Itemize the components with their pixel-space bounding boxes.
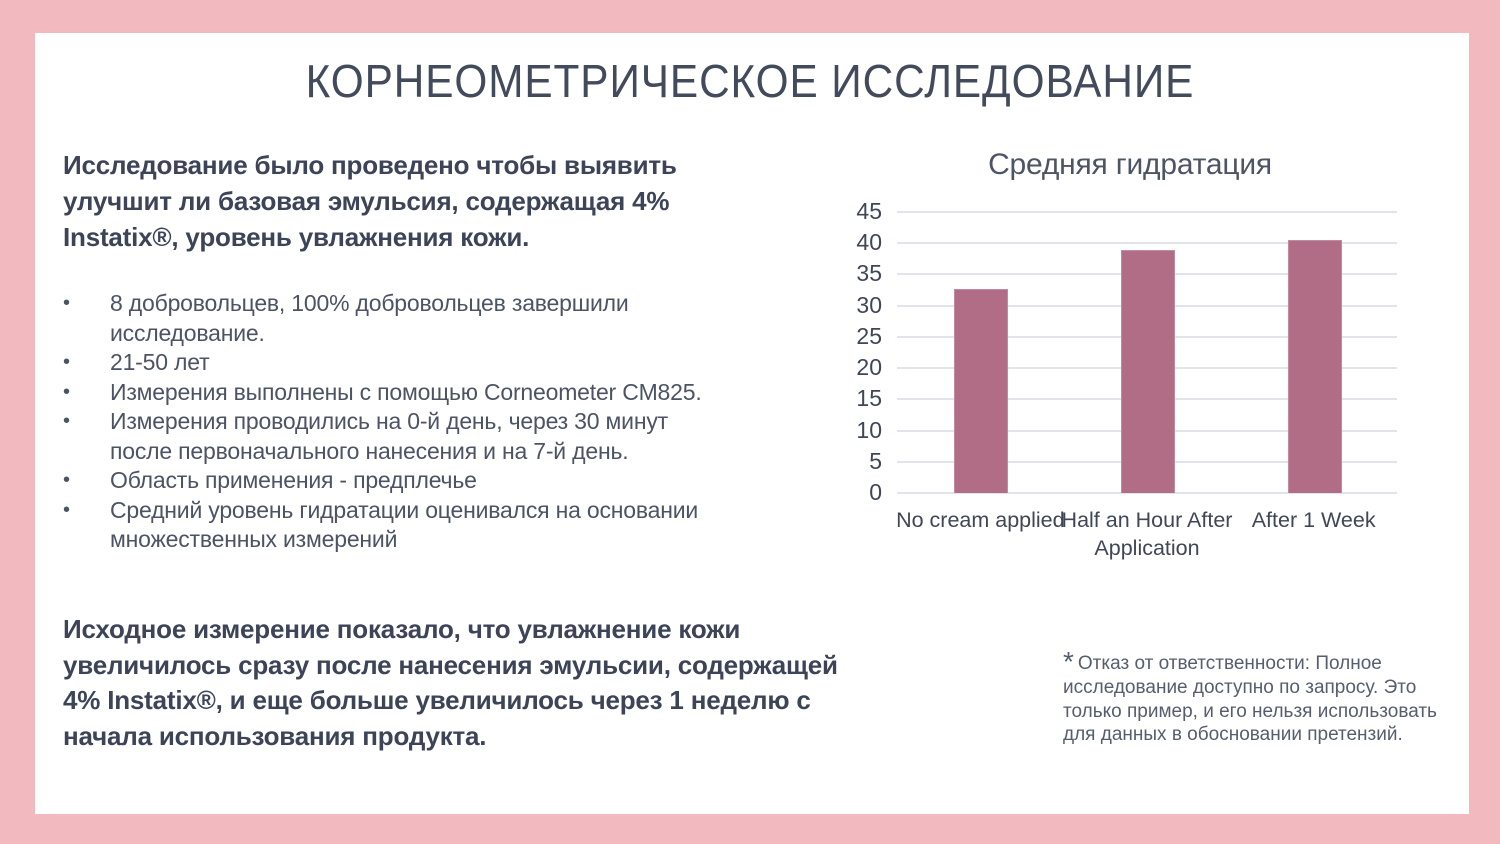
list-item: • 21-50 лет — [63, 348, 723, 378]
gridline — [897, 242, 1397, 245]
y-axis-tick-label: 20 — [856, 354, 882, 381]
x-axis-label: No cream applied — [896, 508, 1065, 532]
list-item: • Измерения проводились на 0-й день, чер… — [63, 407, 723, 466]
disclaimer-text: Отказ от ответственности: Полное исследо… — [1063, 653, 1437, 745]
chart-plot: 0 5 10 15 20 25 30 35 40 45 — [856, 198, 1397, 505]
y-axis-tick-label: 25 — [856, 322, 882, 349]
bullet-icon: • — [63, 351, 70, 373]
bullet-icon: • — [63, 380, 70, 403]
bullet-icon: • — [63, 498, 70, 521]
slide-background-panel — [35, 33, 1469, 814]
hydration-bar-chart: Средняя гидратация 0 5 10 15 20 25 30 35 40 45 No… — [856, 140, 1400, 580]
bullet-text: Измерения выполнены с помощью Corneomete… — [110, 378, 702, 405]
list-item: • Область применения - предплечье — [63, 466, 723, 496]
list-item: • 8 добровольцев, 100% добровольцев заве… — [63, 289, 723, 348]
bullet-text: 21-50 лет — [110, 349, 210, 375]
bullet-text: Область применения - предплечье — [110, 467, 477, 493]
y-axis-tick-label: 0 — [869, 478, 882, 505]
bar-after-1-week — [1287, 239, 1342, 493]
list-item: • Средний уровень гидратации оценивался … — [63, 496, 723, 555]
x-axis-labels: No cream applied Half an Hour After Appli… — [896, 506, 1397, 566]
bar-half-an-hour-after-application — [1121, 250, 1175, 493]
y-axis-tick-label: 10 — [856, 416, 882, 443]
bullet-text: Измерения проводились на 0-й день, через… — [110, 408, 668, 464]
gridline — [897, 211, 1397, 213]
bullet-icon: • — [63, 410, 70, 432]
y-axis-tick-label: 40 — [856, 229, 882, 256]
list-item: • Измерения выполнены с помощью Corneome… — [63, 378, 723, 408]
bullet-icon: • — [63, 292, 70, 314]
bullet-text: 8 добровольцев, 100% добровольцев заверш… — [110, 290, 629, 346]
bullet-list: • 8 добровольцев, 100% добровольцев заве… — [63, 289, 723, 555]
asterisk-icon: * — [1063, 646, 1074, 677]
bullet-icon: • — [63, 469, 70, 491]
y-axis-tick-label: 45 — [856, 197, 882, 224]
bar-no-cream-applied — [954, 289, 1009, 493]
page-title: КОРНЕОМЕТРИЧЕСКОЕ ИССЛЕДОВАНИЕ — [305, 55, 1195, 107]
y-axis-tick-label: 15 — [856, 385, 882, 412]
gridline — [897, 492, 1397, 494]
disclaimer-note: * Отказ от ответственности: Полное исслед… — [1063, 648, 1463, 747]
y-axis-tick-label: 30 — [856, 291, 882, 318]
conclusion-paragraph: Исходное измерение показало, что увлажне… — [63, 614, 838, 751]
bullet-text: Средний уровень гидратации оценивался на… — [110, 496, 698, 553]
x-axis-label: Half an Hour After Application — [1061, 508, 1233, 560]
y-axis-tick-label: 5 — [869, 447, 882, 474]
chart-title: Средняя гидратация — [988, 148, 1272, 181]
x-axis-label: After 1 Week — [1251, 508, 1376, 532]
y-axis-tick-label: 35 — [856, 260, 882, 287]
intro-paragraph: Исследование было проведено чтобы выявит… — [63, 150, 677, 252]
